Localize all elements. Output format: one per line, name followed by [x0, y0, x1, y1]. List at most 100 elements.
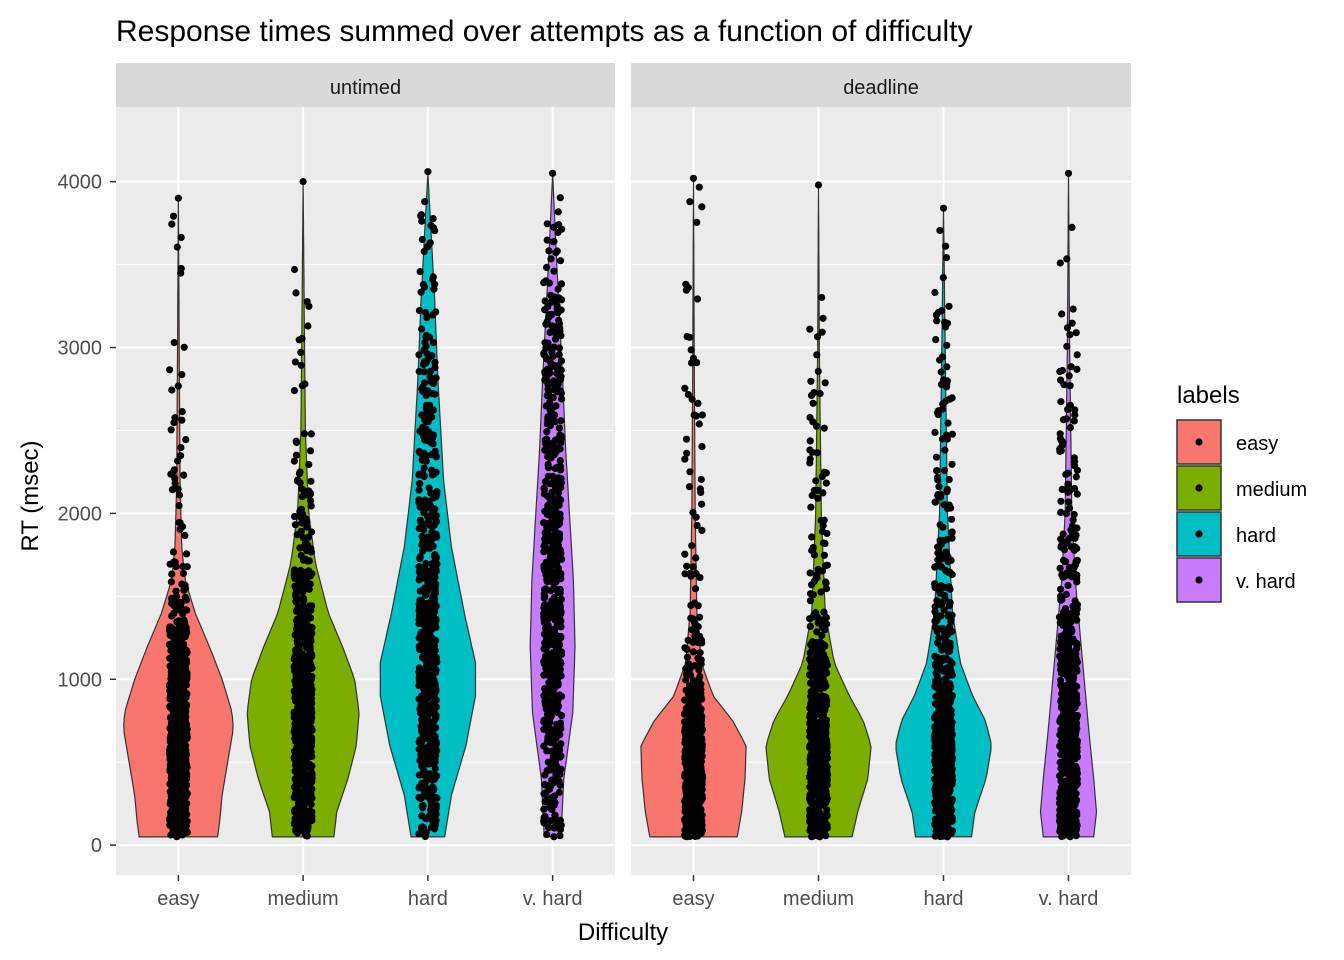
jitter-point — [554, 521, 563, 529]
jitter-point — [557, 280, 566, 288]
jitter-point — [168, 632, 176, 640]
jitter-point — [937, 368, 945, 376]
jitter-point — [932, 669, 940, 677]
jitter-point — [817, 588, 825, 596]
jitter-point — [175, 502, 183, 510]
jitter-point — [942, 715, 951, 724]
jitter-point — [943, 377, 952, 385]
jitter-point — [429, 440, 437, 448]
jitter-point — [822, 479, 830, 487]
jitter-point — [433, 533, 441, 541]
jitter-point — [681, 455, 689, 463]
jitter-point — [820, 608, 828, 616]
jitter-point — [931, 785, 939, 793]
jitter-point — [305, 643, 313, 651]
jitter-point — [948, 534, 956, 542]
jitter-point — [557, 496, 565, 504]
jitter-point — [306, 779, 314, 787]
jitter-point — [168, 486, 176, 494]
jitter-point — [823, 811, 831, 820]
jitter-point — [808, 814, 816, 823]
jitter-point — [813, 333, 822, 341]
jitter-point — [168, 695, 176, 703]
jitter-point — [548, 634, 556, 642]
jitter-point — [415, 499, 423, 507]
jitter-point — [420, 379, 429, 387]
max-point — [549, 169, 557, 177]
jitter-point — [932, 453, 941, 461]
jitter-point — [174, 382, 182, 390]
jitter-point — [431, 589, 439, 597]
jitter-point — [417, 632, 425, 640]
jitter-point — [555, 691, 564, 699]
jitter-point — [822, 469, 830, 477]
jitter-point — [693, 359, 701, 367]
jitter-point — [166, 662, 174, 670]
jitter-point — [934, 805, 942, 813]
jitter-point — [299, 818, 307, 826]
jitter-point — [429, 730, 437, 738]
jitter-point — [691, 585, 700, 593]
jitter-point — [814, 619, 822, 627]
jitter-point — [817, 723, 826, 731]
jitter-point — [693, 521, 701, 530]
jitter-point — [821, 626, 829, 634]
jitter-point — [681, 570, 689, 578]
jitter-point — [416, 596, 424, 604]
jitter-point — [432, 493, 440, 501]
jitter-point — [416, 268, 424, 276]
jitter-point — [299, 707, 307, 715]
jitter-point — [806, 459, 814, 467]
jitter-point — [814, 565, 822, 574]
jitter-point — [430, 513, 438, 521]
jitter-point — [177, 599, 185, 607]
jitter-point — [549, 663, 558, 671]
jitter-point — [685, 741, 693, 749]
jitter-point — [810, 725, 818, 733]
jitter-point — [948, 460, 956, 468]
jitter-point — [306, 708, 314, 716]
jitter-point — [303, 518, 311, 526]
jitter-point — [179, 562, 187, 571]
jitter-point — [943, 485, 951, 493]
jitter-point — [425, 484, 433, 492]
jitter-point — [418, 758, 426, 766]
jitter-point — [942, 242, 950, 250]
jitter-point — [821, 539, 829, 548]
jitter-point — [304, 322, 312, 330]
jitter-point — [415, 480, 424, 488]
jitter-point — [295, 626, 303, 634]
jitter-point — [291, 521, 299, 529]
jitter-point — [306, 447, 315, 455]
max-point — [174, 194, 182, 202]
jitter-point — [684, 636, 692, 644]
jitter-point — [1057, 376, 1065, 384]
jitter-point — [176, 519, 184, 527]
jitter-point — [418, 705, 426, 713]
jitter-point — [549, 352, 557, 360]
jitter-point — [556, 257, 565, 265]
legend-title: labels — [1177, 382, 1240, 409]
max-point — [939, 204, 948, 212]
jitter-point — [418, 823, 426, 831]
jitter-point — [422, 452, 430, 460]
jitter-point — [545, 399, 554, 407]
jitter-point — [172, 673, 180, 681]
jitter-point — [429, 379, 438, 387]
jitter-point — [548, 555, 557, 563]
jitter-point — [547, 765, 555, 774]
jitter-point — [291, 677, 299, 685]
jitter-point — [546, 416, 554, 424]
jitter-point — [1056, 434, 1064, 443]
jitter-point — [818, 645, 826, 653]
jitter-point — [811, 744, 819, 752]
jitter-point — [545, 279, 554, 287]
jitter-point — [941, 827, 950, 836]
jitter-point — [813, 628, 821, 636]
jitter-point — [540, 805, 548, 813]
jitter-point — [552, 436, 560, 444]
jitter-point — [1059, 530, 1067, 538]
jitter-point — [552, 249, 560, 257]
jitter-point — [948, 430, 957, 438]
jitter-point — [934, 556, 942, 564]
